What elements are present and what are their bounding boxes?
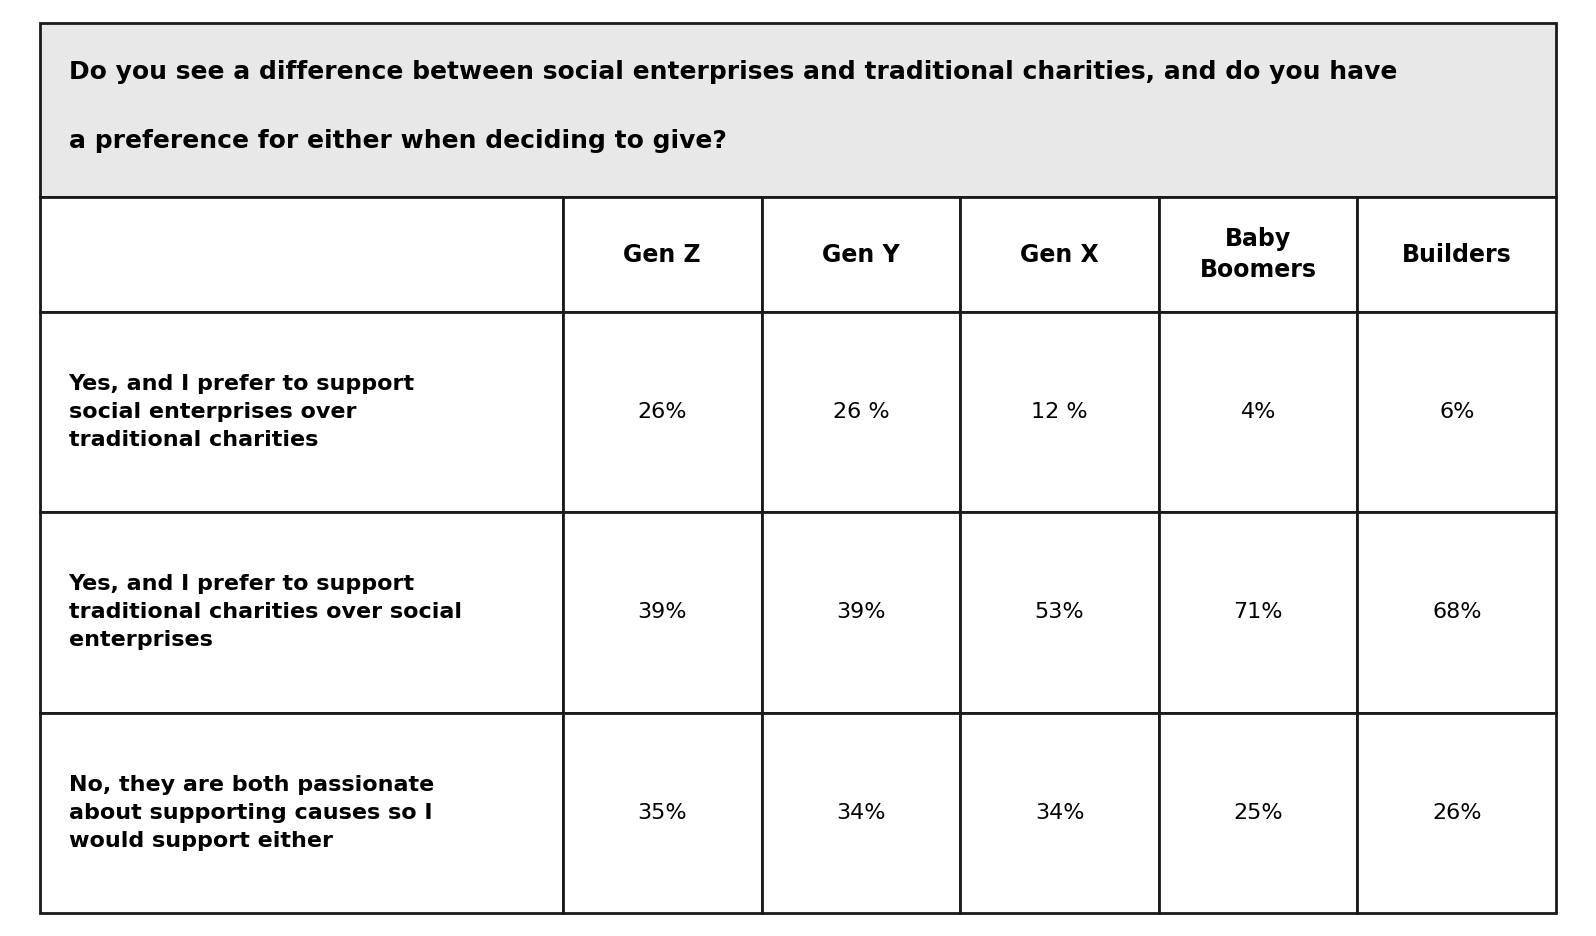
Bar	[40, 712, 563, 913]
Text: 6%: 6%	[1440, 402, 1475, 422]
Bar	[1159, 712, 1358, 913]
Text: Yes, and I prefer to support
traditional charities over social
enterprises: Yes, and I prefer to support traditional…	[69, 575, 461, 651]
Bar	[961, 512, 1159, 712]
Bar	[1358, 712, 1556, 913]
Bar	[761, 512, 961, 712]
Text: No, they are both passionate
about supporting causes so I
would support either: No, they are both passionate about suppo…	[69, 775, 434, 851]
Text: 12 %: 12 %	[1031, 402, 1088, 422]
Bar	[40, 313, 563, 512]
Bar	[1358, 313, 1556, 512]
Bar	[961, 313, 1159, 512]
Bar	[1358, 197, 1556, 313]
Text: 34%: 34%	[836, 802, 886, 823]
Bar	[961, 197, 1159, 313]
Bar	[1159, 512, 1358, 712]
Text: Builders: Builders	[1401, 242, 1511, 267]
Text: 68%: 68%	[1432, 603, 1481, 622]
Text: Yes, and I prefer to support
social enterprises over
traditional charities: Yes, and I prefer to support social ente…	[69, 374, 415, 450]
Text: Do you see a difference between social enterprises and traditional charities, an: Do you see a difference between social e…	[69, 60, 1396, 84]
Text: 26%: 26%	[1432, 802, 1481, 823]
Text: 39%: 39%	[637, 603, 686, 622]
Bar	[563, 712, 761, 913]
Bar	[1159, 197, 1358, 313]
Bar	[40, 23, 1556, 197]
Bar	[1159, 313, 1358, 512]
Text: 71%: 71%	[1234, 603, 1283, 622]
Text: 53%: 53%	[1034, 603, 1084, 622]
Text: 4%: 4%	[1240, 402, 1275, 422]
Bar	[563, 197, 761, 313]
Text: 39%: 39%	[836, 603, 886, 622]
Text: 26 %: 26 %	[833, 402, 889, 422]
Text: 34%: 34%	[1034, 802, 1084, 823]
Bar	[40, 512, 563, 712]
Bar	[761, 197, 961, 313]
Text: 35%: 35%	[637, 802, 688, 823]
Bar	[563, 512, 761, 712]
Bar	[563, 313, 761, 512]
Text: 26%: 26%	[637, 402, 686, 422]
Text: 25%: 25%	[1234, 802, 1283, 823]
Text: Gen Y: Gen Y	[822, 242, 900, 267]
Bar	[40, 197, 563, 313]
Text: Gen Z: Gen Z	[624, 242, 701, 267]
Text: Baby
Boomers: Baby Boomers	[1200, 227, 1317, 283]
Text: a preference for either when deciding to give?: a preference for either when deciding to…	[69, 129, 726, 154]
Bar	[961, 712, 1159, 913]
Bar	[1358, 512, 1556, 712]
Text: Gen X: Gen X	[1020, 242, 1100, 267]
Bar	[761, 313, 961, 512]
Bar	[761, 712, 961, 913]
